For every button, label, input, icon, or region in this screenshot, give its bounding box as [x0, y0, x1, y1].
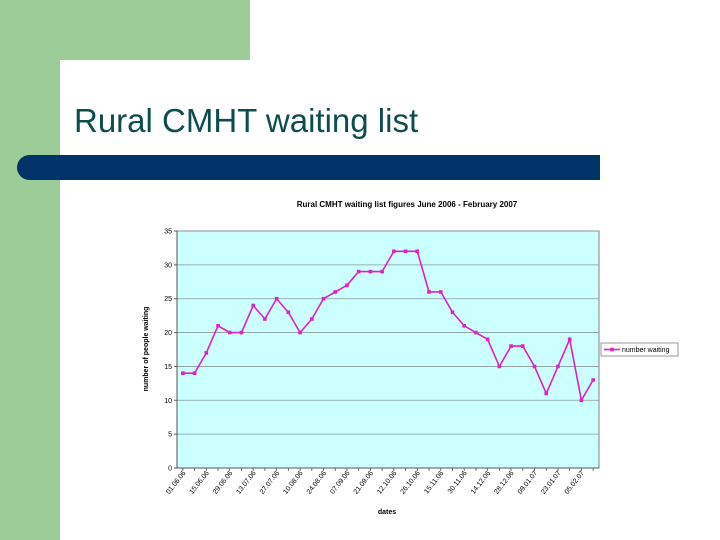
data-point: [204, 351, 209, 355]
data-point: [556, 364, 560, 369]
data-point: [298, 330, 302, 335]
y-tick-label: 0: [168, 466, 172, 473]
data-point: [181, 371, 185, 375]
data-point: [427, 290, 431, 294]
data-point: [567, 337, 572, 342]
data-point: [356, 269, 361, 274]
x-tick-label: 30.11.06: [447, 470, 469, 495]
data-point: [263, 317, 267, 321]
x-tick-label: 23.01.07: [540, 470, 562, 496]
data-point: [403, 249, 408, 254]
x-tick-label: 01.06.06: [165, 470, 187, 496]
data-point: [345, 283, 349, 287]
x-tick-label: 15.06.06: [189, 470, 211, 496]
plot-area: [176, 230, 600, 469]
data-point: [286, 310, 291, 315]
x-tick-label: 14.12.06: [470, 470, 492, 496]
data-point: [532, 364, 537, 369]
y-axis-title: number of people waiting: [143, 307, 150, 392]
data-point: [392, 249, 396, 254]
data-point: [485, 337, 490, 342]
data-point: [216, 324, 220, 328]
sidebar-decoration: [0, 0, 60, 540]
y-tick-label: 5: [168, 432, 172, 439]
y-tick-label: 35: [164, 229, 172, 236]
x-tick-label: 12.10.06: [376, 470, 398, 496]
y-tick-label: 20: [164, 330, 172, 337]
x-tick-label: 09.01.07: [517, 470, 539, 496]
data-point: [521, 344, 525, 348]
data-point: [509, 344, 513, 348]
data-point: [251, 303, 255, 308]
x-tick-label: 13.07.06: [235, 470, 257, 496]
data-point: [462, 324, 466, 328]
y-tick-label: 10: [164, 398, 172, 405]
x-tick-label: 15.11.06: [423, 470, 445, 495]
slide-title: Rural CMHT waiting list: [74, 102, 419, 139]
data-point: [192, 371, 197, 375]
data-point: [450, 310, 455, 315]
x-tick-label: 07.09.06: [329, 470, 351, 496]
data-point: [274, 296, 279, 301]
x-tick-label: 29.06.06: [212, 470, 234, 496]
x-tick-label: 28.12.06: [493, 470, 515, 496]
y-tick-label: 25: [164, 296, 172, 303]
x-tick-label: 10.08.06: [282, 470, 304, 496]
data-point: [368, 269, 373, 274]
data-point: [380, 269, 384, 274]
title-rule: [17, 155, 600, 180]
y-tick-label: 30: [164, 262, 172, 269]
x-tick-label: 24.08.06: [306, 470, 328, 496]
data-point: [497, 364, 502, 369]
data-point: [321, 296, 326, 301]
y-tick-label: 15: [164, 364, 172, 371]
data-point: [438, 290, 443, 294]
legend-box: [600, 342, 679, 357]
top-decoration: [0, 0, 250, 60]
series-line: [182, 250, 594, 403]
x-tick-label: 27.07.06: [259, 470, 281, 496]
chart-title: Rural CMHT waiting list figures June 200…: [297, 200, 518, 209]
data-point: [591, 378, 595, 382]
x-axis-title: dates: [378, 509, 396, 516]
data-point: [544, 391, 549, 396]
data-point: [310, 317, 314, 321]
legend-marker: [610, 347, 614, 352]
data-point: [227, 330, 232, 335]
data-point: [415, 249, 420, 254]
x-tick-label: 26.10.06: [400, 470, 422, 496]
data-point: [579, 398, 584, 403]
data-point: [474, 330, 478, 335]
data-point: [333, 290, 338, 294]
data-point: [239, 330, 244, 335]
x-tick-label: 21.09.06: [353, 470, 375, 496]
legend-label: number waiting: [622, 347, 670, 354]
x-tick-label: 05.02.07: [564, 470, 586, 496]
